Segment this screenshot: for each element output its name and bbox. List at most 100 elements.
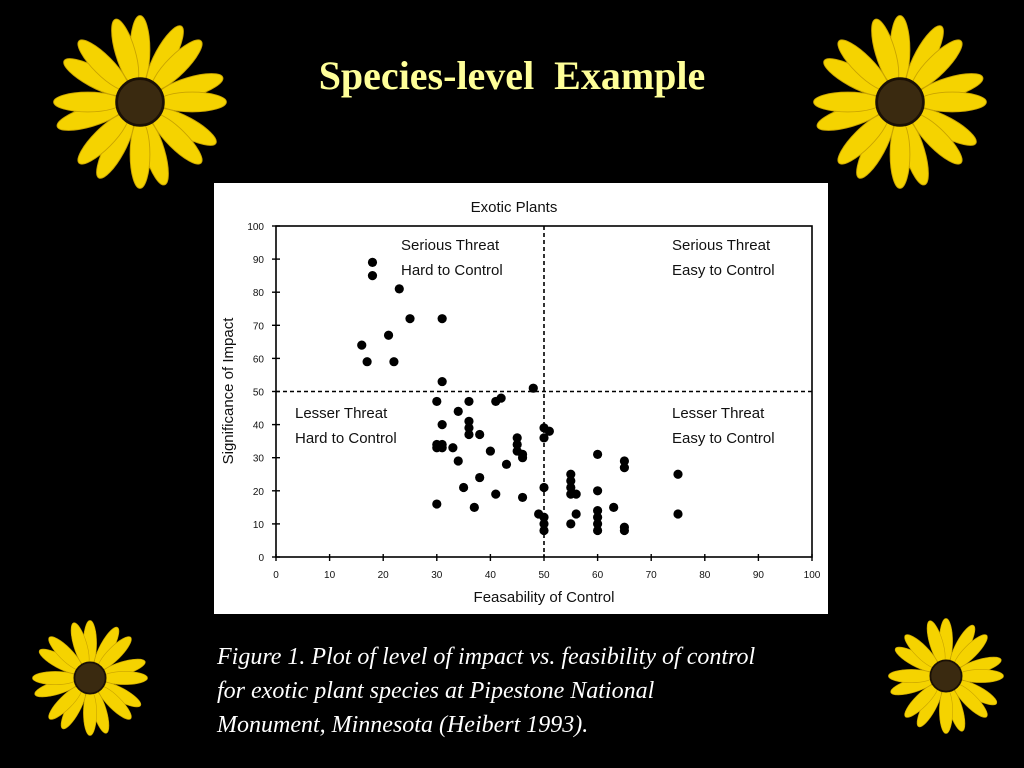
- yellow-daisy-icon: [813, 15, 987, 189]
- data-point: [357, 340, 367, 350]
- data-point: [593, 506, 603, 516]
- figure-caption: Figure 1. Plot of level of impact vs. fe…: [217, 640, 877, 742]
- data-point: [383, 330, 394, 340]
- y-tick-label: 20: [253, 487, 265, 498]
- data-point: [448, 443, 458, 453]
- data-point: [464, 429, 474, 440]
- caption-line: Monument, Minnesota (Heibert 1993).: [217, 712, 589, 738]
- quadrant-label-lesser-easy: Lesser Threat Easy to Control: [672, 405, 775, 447]
- data-point: [432, 396, 442, 407]
- data-point: [609, 502, 619, 512]
- data-point: [389, 357, 399, 367]
- data-point: [539, 519, 549, 529]
- x-tick-label: 0: [273, 570, 279, 581]
- x-axis: 0 10 20 30 40 50 60 70 80 90 100: [273, 554, 821, 581]
- yellow-daisy-icon: [53, 15, 227, 189]
- data-point: [619, 525, 629, 536]
- x-tick-label: 50: [538, 570, 550, 581]
- data-point: [362, 357, 372, 367]
- y-tick-label: 10: [253, 520, 265, 531]
- data-point: [619, 463, 629, 473]
- y-tick-label: 80: [253, 288, 265, 299]
- data-point: [394, 284, 404, 294]
- caption-line: for exotic plant species at Pipestone Na…: [217, 678, 655, 704]
- x-tick-label: 10: [324, 570, 336, 581]
- y-tick-label: 50: [253, 388, 265, 399]
- data-point: [367, 271, 378, 281]
- x-tick-label: 100: [804, 570, 821, 581]
- x-tick-label: 60: [592, 570, 604, 581]
- data-point: [528, 383, 538, 393]
- x-tick-label: 40: [485, 570, 497, 581]
- data-point: [512, 439, 522, 450]
- quadrant-label-lesser-hard: Lesser Threat Hard to Control: [295, 405, 397, 447]
- data-point: [593, 519, 603, 529]
- caption-line: Figure 1. Plot of level of impact vs. fe…: [217, 644, 756, 670]
- data-point: [566, 476, 576, 486]
- data-point: [673, 469, 683, 479]
- chart-title: Exotic Plants: [471, 199, 558, 216]
- data-point: [464, 423, 474, 433]
- data-point: [517, 492, 528, 503]
- data-point: [437, 420, 447, 430]
- yellow-daisy-icon: [888, 618, 1004, 734]
- x-tick-label: 20: [378, 570, 390, 581]
- yellow-daisy-icon: [32, 620, 148, 736]
- data-point: [593, 525, 603, 536]
- data-point: [491, 489, 501, 499]
- data-point: [453, 456, 463, 466]
- quadrant-label-serious-hard: Serious Threat Hard to Control: [401, 237, 503, 279]
- data-point: [475, 472, 485, 483]
- data-point: [593, 486, 603, 496]
- data-point: [464, 396, 474, 407]
- data-point: [673, 509, 683, 519]
- quadrant-label-serious-easy: Serious Threat Easy to Control: [672, 237, 775, 279]
- y-tick-label: 100: [247, 222, 264, 233]
- data-points: [357, 257, 683, 536]
- data-point: [475, 429, 485, 440]
- x-tick-label: 30: [431, 570, 443, 581]
- data-point: [512, 433, 522, 443]
- data-point: [566, 469, 576, 479]
- data-point: [517, 453, 528, 463]
- data-point: [539, 433, 549, 443]
- y-axis-label: Significance of Impact: [220, 317, 237, 465]
- y-tick-label: 40: [253, 421, 265, 432]
- data-point: [496, 393, 506, 403]
- data-point: [437, 314, 447, 324]
- data-point: [571, 489, 581, 499]
- x-axis-label: Feasability of Control: [474, 589, 615, 606]
- x-tick-label: 70: [646, 570, 658, 581]
- data-point: [539, 482, 549, 493]
- y-tick-label: 0: [258, 553, 264, 564]
- y-tick-label: 90: [253, 255, 265, 266]
- y-tick-label: 60: [253, 354, 265, 365]
- x-tick-label: 90: [753, 570, 765, 581]
- x-tick-label: 80: [699, 570, 711, 581]
- data-point: [566, 519, 576, 529]
- chart-panel: Exotic Plants 0 10 20 30 40 50 60 70 80 90 100 0 10…: [214, 183, 828, 614]
- data-point: [619, 456, 629, 466]
- data-point: [539, 525, 549, 536]
- data-point: [453, 406, 463, 416]
- y-tick-label: 70: [253, 321, 265, 332]
- data-point: [571, 509, 581, 519]
- data-point: [367, 257, 378, 268]
- data-point: [405, 314, 415, 324]
- data-point: [539, 512, 549, 522]
- y-axis: 0 10 20 30 40 50 60 70 80 90 100: [247, 222, 280, 564]
- data-point: [501, 459, 512, 469]
- data-point: [469, 502, 479, 512]
- data-point: [464, 416, 474, 426]
- data-point: [437, 443, 447, 453]
- scatter-chart: Exotic Plants 0 10 20 30 40 50 60 70 80 90 100 0 10…: [220, 199, 821, 606]
- data-point: [437, 376, 447, 387]
- data-point: [485, 446, 495, 456]
- data-point: [544, 426, 554, 436]
- data-point: [459, 482, 469, 493]
- data-point: [566, 482, 576, 493]
- y-tick-label: 30: [253, 454, 265, 465]
- data-point: [593, 449, 603, 459]
- data-point: [593, 512, 603, 522]
- data-point: [432, 499, 442, 509]
